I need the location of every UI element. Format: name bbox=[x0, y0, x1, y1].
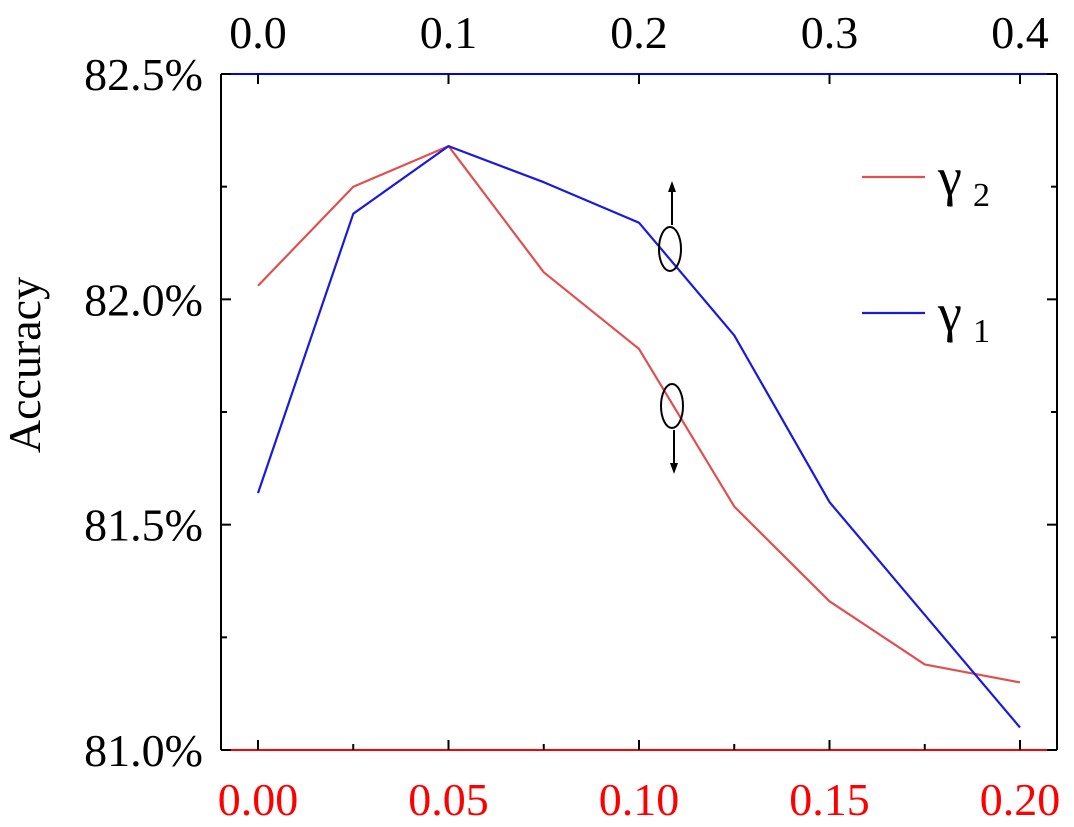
x-bottom-tick-label: 0.20 bbox=[980, 774, 1061, 825]
x-top-tick-label: 0.1 bbox=[420, 7, 478, 58]
x-top-tick-label: 0.0 bbox=[229, 7, 287, 58]
top-axis-indicator bbox=[658, 181, 682, 272]
x-bottom-tick-label: 0.00 bbox=[218, 774, 299, 825]
bottom-axis-indicator-ellipse bbox=[660, 383, 684, 429]
y-axis-label: Accuracy bbox=[0, 277, 50, 453]
x-bottom-tick-label: 0.05 bbox=[408, 774, 489, 825]
bottom-axis-indicator bbox=[660, 383, 684, 474]
series-line-γ1 bbox=[256, 145, 1021, 729]
x-bottom-tick-label: 0.10 bbox=[599, 774, 680, 825]
x-top-tick-label: 0.3 bbox=[801, 7, 859, 58]
series-line-γ2 bbox=[257, 145, 1021, 684]
legend-label-γ2: γ bbox=[937, 147, 962, 207]
y-tick-label: 81.5% bbox=[84, 500, 203, 551]
y-tick-label: 82.0% bbox=[84, 274, 203, 325]
x-bottom-tick-label: 0.15 bbox=[789, 774, 870, 825]
up-arrow-head-icon bbox=[668, 181, 676, 192]
legend-subscript-γ1: 1 bbox=[973, 313, 990, 350]
down-arrow-head-icon bbox=[670, 463, 678, 474]
legend-subscript-γ2: 2 bbox=[973, 177, 990, 214]
top-axis-indicator-ellipse bbox=[658, 226, 682, 272]
legend-label-γ1: γ bbox=[937, 283, 962, 343]
series-group bbox=[256, 145, 1021, 729]
x-top-tick-label: 0.2 bbox=[610, 7, 668, 58]
y-tick-label: 82.5% bbox=[84, 49, 203, 100]
y-tick-label: 81.0% bbox=[84, 725, 203, 776]
x-top-tick-label: 0.4 bbox=[991, 7, 1049, 58]
legend: γ 2γ 1 bbox=[862, 147, 990, 350]
